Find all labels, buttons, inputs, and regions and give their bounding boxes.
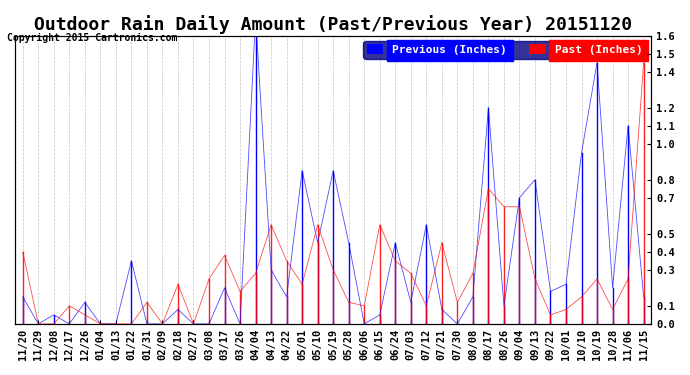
Title: Outdoor Rain Daily Amount (Past/Previous Year) 20151120: Outdoor Rain Daily Amount (Past/Previous… xyxy=(34,15,632,34)
Legend: Previous (Inches), Past (Inches): Previous (Inches), Past (Inches) xyxy=(364,41,646,58)
Text: Copyright 2015 Cartronics.com: Copyright 2015 Cartronics.com xyxy=(7,33,177,43)
